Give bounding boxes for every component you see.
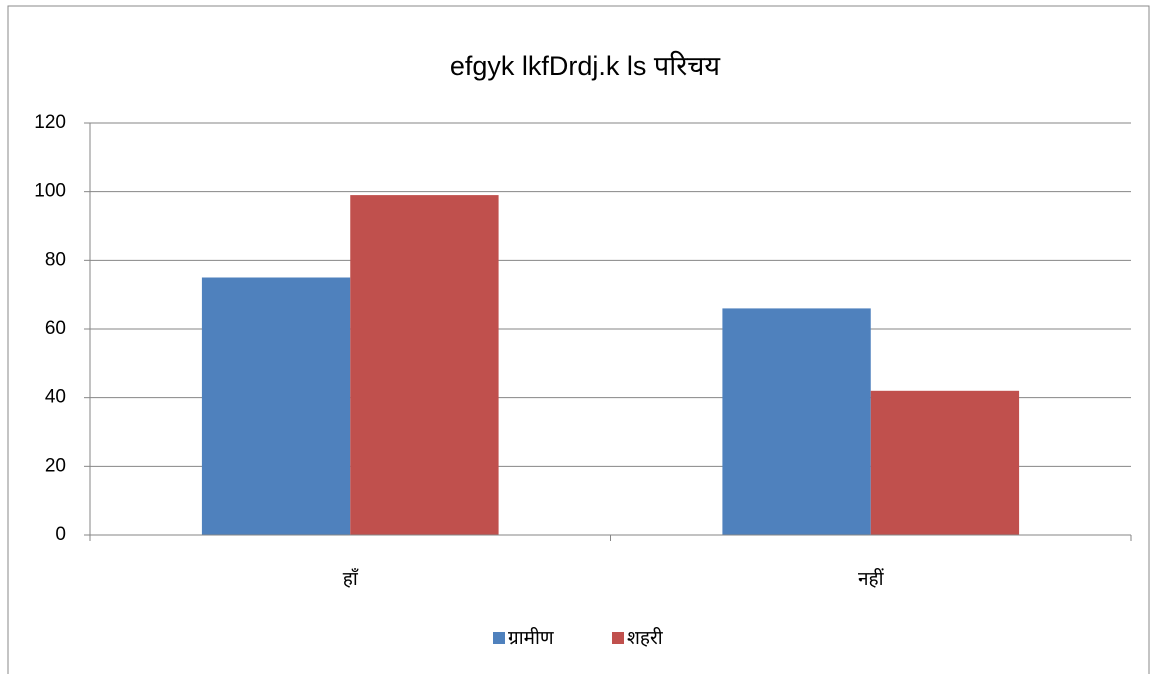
x-tick-label: हाँ: [343, 567, 359, 590]
legend-swatch: [493, 632, 505, 644]
y-tick-label: 120: [34, 112, 66, 133]
y-tick-label: 40: [45, 387, 66, 408]
y-tick-label: 0: [55, 524, 66, 545]
y-tick-label: 60: [45, 318, 66, 339]
bar: [350, 195, 499, 535]
bar: [201, 277, 351, 535]
y-tick-label: 80: [45, 249, 66, 270]
bar: [870, 390, 1020, 535]
chart-title: efgyk lkfDrdj.k ls परिचय: [450, 50, 722, 81]
bar: [722, 308, 871, 535]
chart-frame: [7, 5, 1150, 674]
y-tick-label: 100: [34, 181, 66, 202]
legend-label: ग्रामीण: [508, 626, 554, 649]
legend-swatch: [612, 632, 624, 644]
x-tick-label: नहीं: [858, 567, 885, 590]
y-tick-label: 20: [45, 455, 66, 476]
legend-label: शहरी: [627, 626, 664, 649]
